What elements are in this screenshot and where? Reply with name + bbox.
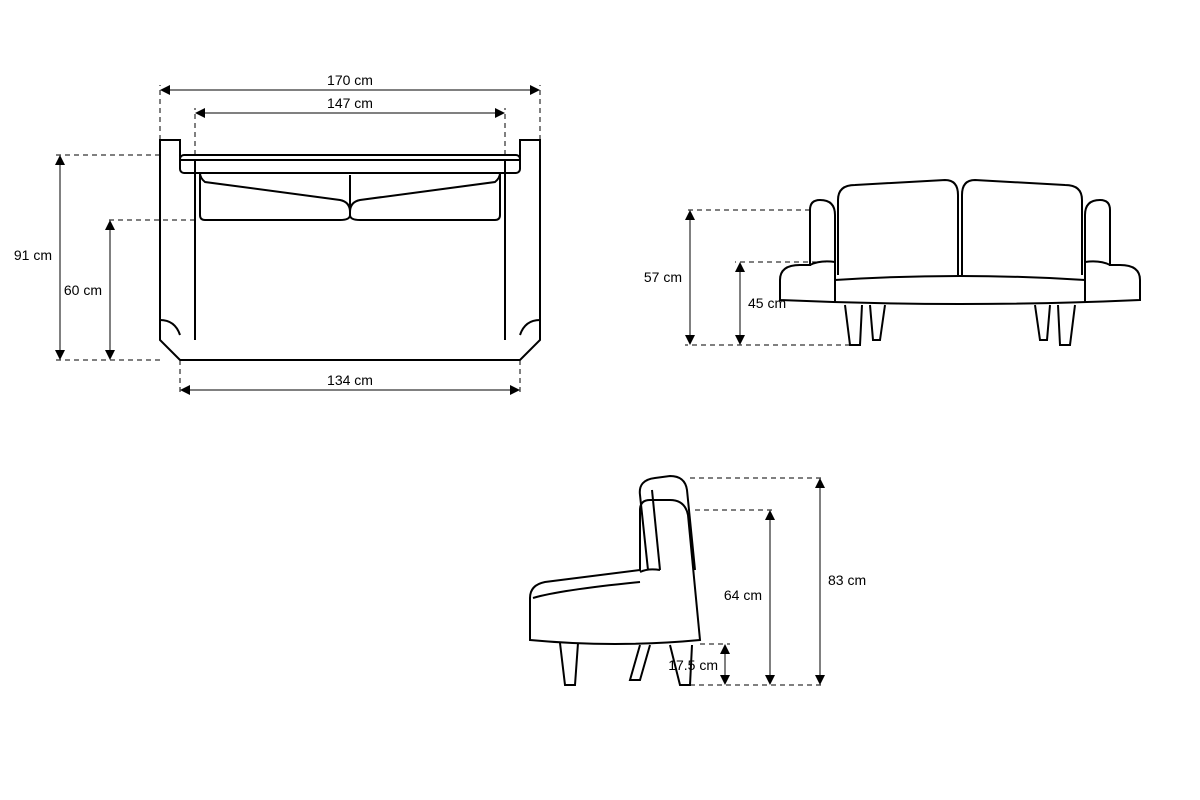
dim-64: 64 cm bbox=[724, 587, 762, 603]
dim-60: 60 cm bbox=[64, 282, 102, 298]
dim-17-5: 17.5 cm bbox=[668, 657, 718, 673]
dim-83: 83 cm bbox=[828, 572, 866, 588]
dimension-diagram: 170 cm 147 cm 134 cm 91 cm 60 cm bbox=[0, 0, 1200, 800]
dim-170: 170 cm bbox=[327, 72, 373, 88]
dim-134: 134 cm bbox=[327, 372, 373, 388]
top-view: 170 cm 147 cm 134 cm 91 cm 60 cm bbox=[14, 72, 540, 395]
front-view: 57 cm 45 cm bbox=[644, 180, 1140, 345]
dim-57: 57 cm bbox=[644, 269, 682, 285]
dim-45: 45 cm bbox=[748, 295, 786, 311]
dim-147: 147 cm bbox=[327, 95, 373, 111]
side-view: 83 cm 64 cm 17.5 cm bbox=[530, 476, 866, 685]
dim-91: 91 cm bbox=[14, 247, 52, 263]
